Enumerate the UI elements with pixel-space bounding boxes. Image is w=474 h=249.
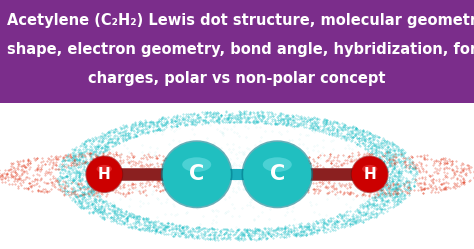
- Ellipse shape: [351, 155, 389, 193]
- Text: H: H: [364, 167, 376, 182]
- Ellipse shape: [182, 157, 211, 172]
- Text: charges, polar vs non-polar concept: charges, polar vs non-polar concept: [88, 71, 386, 86]
- Text: H: H: [98, 167, 110, 182]
- Ellipse shape: [362, 165, 377, 173]
- Ellipse shape: [86, 156, 122, 192]
- Text: shape, electron geometry, bond angle, hybridization, formal: shape, electron geometry, bond angle, hy…: [7, 42, 474, 57]
- Ellipse shape: [163, 142, 231, 207]
- Ellipse shape: [243, 142, 311, 207]
- Ellipse shape: [241, 140, 313, 208]
- Bar: [0, 0, 474, 103]
- Text: C: C: [189, 164, 204, 184]
- Text: Acetylene (C₂H₂) Lewis dot structure, molecular geometry or: Acetylene (C₂H₂) Lewis dot structure, mo…: [7, 13, 474, 28]
- Ellipse shape: [97, 165, 112, 173]
- Ellipse shape: [352, 156, 388, 192]
- Ellipse shape: [85, 155, 123, 193]
- Text: C: C: [270, 164, 285, 184]
- Ellipse shape: [161, 140, 233, 208]
- Ellipse shape: [263, 157, 292, 172]
